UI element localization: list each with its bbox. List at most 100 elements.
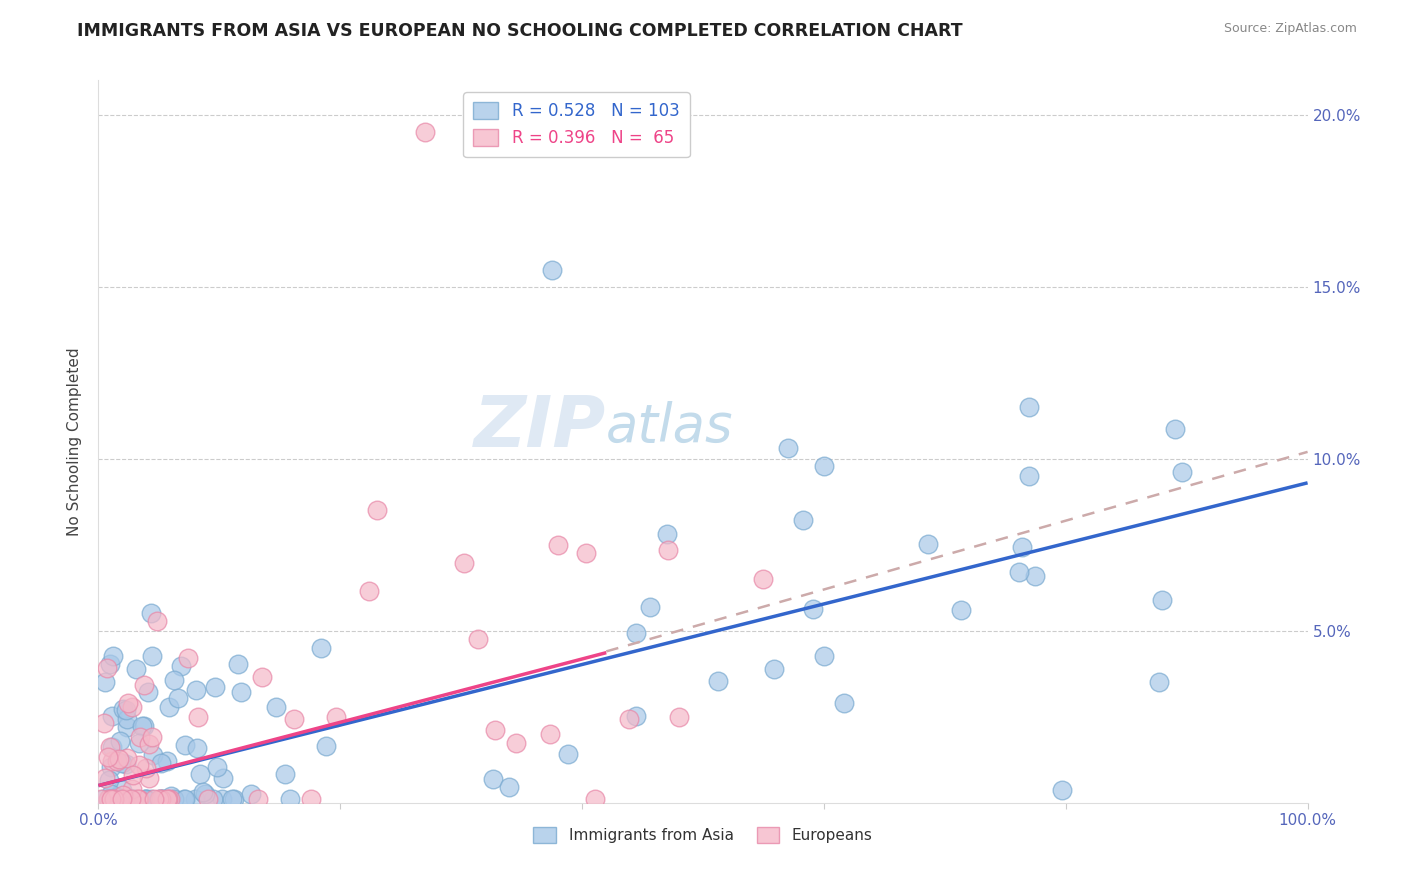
Point [101, 648, 124, 663]
Point [184, 683, 207, 698]
Point [121, 768, 143, 782]
Point [638, 599, 661, 614]
Point [152, 792, 174, 806]
Point [111, 783, 134, 797]
Point [118, 792, 141, 806]
Point [101, 709, 124, 723]
Point [100, 787, 122, 801]
Point [498, 780, 520, 795]
Point [120, 792, 142, 806]
Point [194, 787, 217, 801]
Point [211, 792, 233, 806]
Point [366, 503, 388, 517]
Text: IMMIGRANTS FROM ASIA VS EUROPEAN NO SCHOOLING COMPLETED CORRELATION CHART: IMMIGRANTS FROM ASIA VS EUROPEAN NO SCHO… [77, 22, 963, 40]
Point [752, 572, 775, 586]
Point [97, 792, 120, 806]
Point [163, 673, 186, 688]
Point [1011, 541, 1033, 555]
Point [122, 792, 145, 806]
Point [325, 710, 347, 724]
Point [1052, 783, 1074, 797]
Point [274, 766, 297, 780]
Point [226, 657, 249, 672]
Point [149, 792, 172, 806]
Point [157, 792, 180, 806]
Point [617, 712, 640, 726]
Point [132, 678, 155, 692]
Point [128, 757, 150, 772]
Point [98, 792, 121, 806]
Point [1147, 675, 1170, 690]
Point [170, 658, 193, 673]
Point [193, 785, 215, 799]
Point [103, 792, 125, 806]
Point [105, 754, 128, 768]
Point [197, 792, 219, 806]
Point [776, 442, 799, 456]
Point [655, 527, 678, 541]
Point [125, 662, 148, 676]
Point [127, 792, 149, 806]
Text: atlas: atlas [606, 401, 734, 453]
Point [1018, 400, 1040, 414]
Point [115, 720, 138, 734]
Point [707, 673, 730, 688]
Point [1164, 422, 1187, 436]
Point [283, 712, 305, 726]
Point [93, 675, 115, 690]
Point [100, 760, 122, 774]
Point [167, 691, 190, 706]
Point [111, 792, 134, 806]
Point [157, 699, 180, 714]
Point [240, 787, 263, 801]
Point [668, 710, 690, 724]
Point [114, 792, 136, 806]
Point [505, 736, 527, 750]
Point [156, 754, 179, 768]
Point [142, 747, 165, 762]
Point [187, 709, 209, 723]
Point [484, 723, 506, 737]
Point [832, 697, 855, 711]
Point [150, 756, 173, 770]
Point [141, 792, 163, 806]
Point [1150, 592, 1173, 607]
Point [135, 792, 157, 806]
Point [101, 740, 124, 755]
Point [141, 649, 163, 664]
Point [128, 792, 150, 806]
Point [299, 792, 322, 806]
Point [538, 727, 561, 741]
Point [105, 789, 128, 804]
Point [98, 773, 121, 788]
Point [96, 660, 118, 674]
Point [114, 756, 136, 771]
Point [163, 792, 186, 806]
Point [1018, 468, 1040, 483]
Point [252, 670, 274, 684]
Point [624, 625, 647, 640]
Point [201, 792, 224, 806]
Point [657, 542, 679, 557]
Point [413, 125, 436, 139]
Point [453, 556, 475, 570]
Point [183, 792, 205, 806]
Point [103, 792, 125, 806]
Point [139, 606, 162, 620]
Point [100, 792, 122, 806]
Point [482, 772, 505, 786]
Point [121, 700, 143, 714]
Point [801, 602, 824, 616]
Point [115, 703, 138, 717]
Point [97, 749, 120, 764]
Point [159, 792, 181, 806]
Point [160, 789, 183, 803]
Point [540, 262, 562, 277]
Point [100, 792, 122, 806]
Text: Source: ZipAtlas.com: Source: ZipAtlas.com [1223, 22, 1357, 36]
Point [93, 792, 115, 806]
Point [221, 792, 243, 806]
Point [111, 702, 134, 716]
Point [134, 719, 156, 733]
Point [152, 792, 174, 806]
